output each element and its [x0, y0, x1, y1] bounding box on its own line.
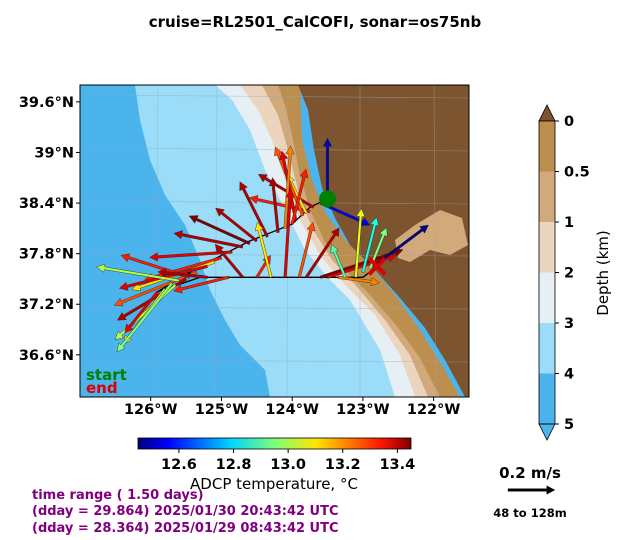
current-vector	[116, 282, 174, 353]
current-vector	[283, 145, 295, 229]
end-marker	[367, 256, 387, 276]
slope-shelf	[215, 85, 430, 397]
current-vector	[124, 290, 160, 334]
land	[298, 85, 469, 397]
depth-colorbar: 0 0.5 1 2 3 4 5 Depth (km)	[538, 104, 612, 441]
lon-tick-label: 122°W	[407, 402, 461, 418]
depth-band	[539, 272, 555, 324]
current-vector	[322, 137, 333, 200]
current-vector	[330, 243, 347, 279]
depth-colorbar-extend-top	[538, 104, 556, 122]
depth-colorbar-label: Depth (km)	[594, 230, 612, 315]
current-vector	[214, 243, 244, 279]
lat-tick-label: 39°N	[34, 145, 74, 161]
legend-end: end	[86, 379, 118, 397]
temperature-colorbar-gradient	[137, 437, 412, 450]
current-vector	[290, 168, 309, 225]
current-vector	[304, 227, 340, 279]
lon-axis: 126°W 125°W 124°W 123°W 122°W	[124, 397, 460, 418]
map-panel: start end	[80, 85, 469, 397]
current-vector	[268, 177, 280, 233]
shelf-0km	[278, 85, 460, 397]
depth-colorbar-extend-bottom	[538, 423, 556, 441]
depth-band	[539, 121, 555, 172]
start-marker	[319, 190, 337, 208]
current-vector	[157, 268, 208, 279]
lat-tick-label: 37.8°N	[19, 247, 74, 263]
scale-label: 0.2 m/s	[499, 464, 561, 482]
current-vector	[297, 221, 316, 278]
legend-start: start	[86, 366, 127, 384]
current-vectors	[96, 137, 429, 353]
lat-tick-label: 38.4°N	[19, 196, 74, 212]
dday-end: (dday = 29.864) 2025/01/30 20:43:42 UTC	[32, 504, 339, 519]
lon-tick-label: 125°W	[195, 402, 249, 418]
temperature-ticks: 12.6 12.8 13.0 13.2 13.4	[161, 449, 415, 473]
temperature-colorbar-label: ADCP temperature, °C	[190, 475, 358, 493]
map-frame	[79, 84, 470, 398]
current-vector	[173, 230, 244, 249]
depth-ticks: 0 0.5 1 2 3 4 5	[555, 114, 590, 433]
depth-band	[539, 171, 555, 223]
depth-band	[539, 222, 555, 273]
temperature-tick-label: 12.6	[161, 457, 197, 473]
lat-tick-label: 39.6°N	[19, 95, 74, 111]
depth-band	[539, 373, 555, 425]
chart-title: cruise=RL2501_CalCOFI, sonar=os75nb	[149, 13, 482, 31]
lat-tick-label: 37.2°N	[19, 297, 74, 313]
current-vector	[283, 188, 295, 278]
depth-tick-label: 2	[564, 266, 574, 282]
depth-tick-label: 0.5	[564, 165, 590, 181]
scale-key: 0.2 m/s 48 to 128m	[493, 464, 566, 520]
depth-tick-label: 0	[564, 114, 574, 130]
dday-start: (dday = 28.364) 2025/01/29 08:43:42 UTC	[32, 521, 339, 536]
temperature-tick-label: 13.2	[325, 457, 361, 473]
current-vector	[372, 224, 429, 268]
mid-depth-ocean	[135, 85, 400, 397]
temperature-tick-label: 12.8	[216, 457, 252, 473]
current-vector	[215, 207, 258, 243]
time-range: time range ( 1.50 days)	[32, 488, 204, 503]
lat-axis: 39.6°N 39°N 38.4°N 37.8°N 37.2°N 36.6°N	[19, 95, 80, 364]
lat-tick-label: 36.6°N	[19, 348, 74, 364]
scale-arrow-shape	[507, 485, 556, 495]
current-vector	[354, 208, 366, 278]
lon-tick-label: 123°W	[336, 402, 390, 418]
temperature-tick-label: 13.0	[270, 457, 306, 473]
temperature-tick-label: 13.4	[379, 457, 415, 473]
bay	[395, 210, 468, 262]
temperature-colorbar: 12.6 12.8 13.0 13.2 13.4 ADCP temperature, °…	[137, 437, 415, 493]
current-vector	[149, 250, 233, 262]
current-vector	[361, 216, 380, 273]
lon-tick-label: 126°W	[124, 402, 178, 418]
time-info: time range ( 1.50 days) (dday = 29.864) …	[32, 488, 339, 536]
current-vector	[254, 221, 273, 278]
scale-depth-range: 48 to 128m	[493, 506, 566, 520]
depth-tick-label: 4	[564, 367, 574, 383]
depth-band	[539, 323, 555, 374]
depth-tick-label: 3	[564, 316, 574, 332]
track-markers	[319, 190, 387, 276]
current-vector	[188, 215, 251, 245]
current-vector	[173, 275, 230, 294]
depth-tick-label: 1	[564, 215, 574, 231]
depth-tick-label: 5	[564, 417, 574, 433]
depth-bands	[539, 121, 555, 425]
scale-arrow	[507, 485, 556, 495]
lon-tick-label: 124°W	[265, 402, 319, 418]
current-vector	[96, 263, 180, 283]
